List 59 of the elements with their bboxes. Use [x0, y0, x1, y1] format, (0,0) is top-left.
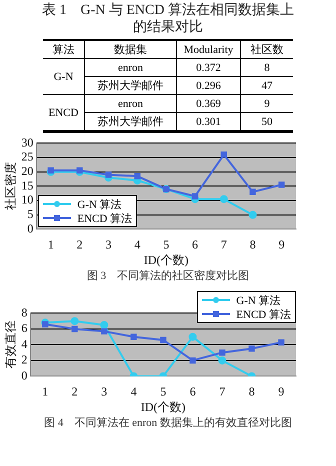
y-tick-label: 20	[21, 164, 34, 178]
y-tick-label: 10	[21, 192, 34, 207]
x-tick-label: 6	[192, 238, 198, 252]
text: enron	[85, 59, 177, 77]
text: 50	[241, 113, 293, 131]
text: 8	[241, 59, 293, 77]
text: 图 4 不同算法在 enron 数据集上的有效直径对比图	[43, 416, 293, 430]
y-tick-label: 15	[21, 178, 34, 192]
text: 苏州大学邮件	[85, 77, 177, 95]
text: 图 3 不同算法的社区密度对比图	[86, 268, 250, 283]
text: 苏州大学邮件	[85, 113, 177, 131]
y-tick-label: 8	[21, 305, 28, 320]
text: 社区数	[241, 41, 293, 59]
x-tick-label: 6	[190, 384, 196, 399]
y-tick-label: 4	[21, 336, 28, 351]
x-tick-label: 1	[48, 238, 54, 252]
y-tick-label: 5	[27, 207, 34, 222]
legend-label: ENCD 算法	[77, 212, 132, 226]
text: 47	[241, 77, 293, 95]
x-tick-label: 2	[72, 384, 78, 399]
text: G-N	[43, 59, 85, 95]
y-tick-label: 0	[21, 368, 28, 382]
y-tick-label: 6	[21, 321, 28, 336]
y-axis-title: 有效直径	[3, 320, 18, 369]
text: 算法	[43, 41, 85, 59]
x-tick-label: 9	[278, 384, 284, 399]
text: ENCD	[43, 95, 85, 131]
x-tick-label: 9	[278, 238, 285, 252]
x-tick-label: 5	[163, 238, 170, 252]
x-tick-label: 7	[220, 238, 227, 252]
x-tick-label: 1	[42, 384, 48, 399]
text: 0.301	[177, 113, 241, 131]
text: 表 1 G-N 与 ENCD 算法在相同数据集上的结果对比	[41, 2, 295, 37]
x-tick-label: 7	[219, 384, 226, 399]
x-tick-label: 8	[248, 384, 255, 399]
x-tick-label: 8	[250, 238, 256, 252]
y-tick-label: 30	[21, 135, 34, 150]
text: 0.372	[177, 59, 241, 77]
text: 0.296	[177, 77, 241, 95]
y-tick-label: 25	[21, 150, 34, 164]
x-tick-label: 5	[160, 384, 166, 399]
x-axis-title: ID(个数)	[140, 400, 186, 414]
x-tick-label: 3	[101, 384, 108, 399]
y-axis-title: 社区密度	[3, 162, 18, 210]
text: 9	[241, 95, 293, 113]
x-tick-label: 4	[130, 384, 137, 399]
x-tick-label: 2	[76, 238, 83, 252]
text: enron	[85, 95, 177, 113]
y-tick-label: 2	[21, 352, 28, 367]
legend-label: G-N 算法	[236, 294, 281, 308]
legend-label: ENCD 算法	[236, 308, 291, 322]
legend-label: G-N 算法	[77, 198, 122, 212]
text: 0.369	[177, 95, 241, 113]
x-tick-label: 3	[106, 238, 112, 252]
x-tick-label: 4	[134, 238, 140, 252]
text: 数据集	[85, 41, 177, 59]
y-tick-label: 0	[27, 221, 34, 236]
x-axis-title: ID(个数)	[144, 252, 189, 267]
text: Modularity	[177, 41, 241, 59]
